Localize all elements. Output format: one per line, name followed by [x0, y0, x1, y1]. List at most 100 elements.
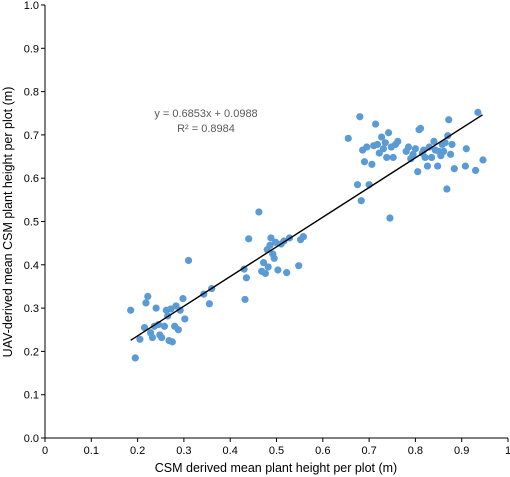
data-point — [148, 333, 157, 342]
data-point — [379, 145, 388, 153]
x-tick-label: 0.4 — [223, 445, 238, 457]
x-tick-label: 0.6 — [315, 445, 330, 457]
y-tick-label: 0.6 — [24, 173, 39, 185]
data-point — [255, 208, 263, 216]
data-point — [373, 140, 382, 149]
x-tick-label: 0 — [42, 445, 48, 457]
data-point — [371, 120, 380, 128]
data-point — [144, 292, 152, 301]
data-point — [383, 153, 391, 162]
y-tick-label: 0.5 — [24, 217, 39, 229]
data-point — [389, 153, 397, 162]
data-point — [152, 304, 160, 312]
x-tick-label: 0.9 — [454, 445, 469, 457]
data-point — [241, 295, 249, 304]
data-point — [479, 156, 487, 164]
data-point — [450, 165, 458, 173]
data-point — [428, 153, 436, 162]
data-point — [462, 145, 470, 153]
data-point — [264, 263, 272, 271]
y-tick-label: 0.7 — [24, 130, 39, 142]
x-tick-label: 0.2 — [130, 445, 145, 457]
y-tick-label: 0.4 — [24, 260, 39, 272]
data-point — [423, 162, 432, 170]
data-point — [240, 265, 248, 273]
data-point — [384, 129, 393, 137]
data-point — [261, 269, 269, 278]
data-point — [271, 238, 280, 246]
x-tick-label: 0.1 — [84, 445, 99, 457]
equation-label: y = 0.6853x + 0.0988 — [154, 108, 257, 120]
data-point — [448, 140, 456, 149]
data-point — [394, 137, 402, 145]
data-point — [378, 133, 386, 141]
data-point — [274, 266, 282, 274]
data-point — [179, 294, 187, 303]
r-squared-label: R² = 0.8984 — [177, 123, 235, 135]
y-tick-label: 0.1 — [24, 390, 39, 402]
data-point — [381, 139, 389, 147]
y-tick-label: 0.0 — [24, 433, 39, 445]
data-point — [356, 113, 364, 121]
data-point — [242, 274, 251, 282]
data-point — [441, 139, 449, 147]
x-tick-label: 0.7 — [361, 445, 376, 457]
data-point — [158, 333, 166, 342]
data-point — [267, 234, 275, 242]
data-point — [245, 235, 253, 243]
y-tick-label: 0.8 — [24, 87, 39, 99]
data-point — [425, 143, 433, 151]
data-point — [353, 181, 362, 189]
data-point — [140, 323, 149, 332]
data-point — [409, 150, 417, 158]
data-point — [131, 354, 139, 362]
data-point — [259, 259, 268, 267]
data-point — [434, 162, 442, 170]
data-point — [421, 153, 429, 162]
data-point — [181, 315, 189, 323]
data-point — [136, 335, 144, 343]
x-tick-label: 1 — [505, 445, 510, 457]
x-tick-label: 0.5 — [269, 445, 284, 457]
trendline — [130, 114, 483, 341]
x-tick-label: 0.8 — [408, 445, 423, 457]
data-point — [266, 241, 274, 249]
y-tick-label: 1.0 — [24, 0, 39, 12]
data-point — [283, 268, 291, 277]
data-point — [474, 108, 482, 116]
y-tick-label: 0.3 — [24, 303, 39, 315]
data-point — [404, 143, 413, 151]
data-point — [445, 116, 453, 124]
data-point — [176, 306, 184, 314]
data-point — [414, 168, 422, 176]
data-point — [443, 185, 451, 193]
x-tick-label: 0.3 — [176, 445, 191, 457]
data-point — [168, 338, 176, 346]
data-point — [368, 160, 376, 168]
x-axis-title: CSM derived mean plant height per plot (… — [155, 461, 397, 475]
plot-area: 0.0 0.1 0.2 0.3 0.4 0.5 0.6 0.7 0.8 0.9 1.0 0 0.1 0.2… — [24, 0, 510, 457]
data-point — [299, 233, 307, 241]
data-point — [127, 306, 135, 314]
data-point — [154, 320, 163, 329]
y-tick-label: 0.9 — [24, 43, 39, 55]
data-point — [357, 197, 365, 205]
data-point — [430, 137, 438, 145]
data-point — [295, 262, 303, 270]
data-point — [461, 162, 470, 170]
data-point — [270, 254, 278, 262]
y-axis-title: UAV-derived mean CSM plant height per pl… — [1, 87, 15, 358]
data-point — [386, 214, 394, 222]
data-point — [416, 124, 425, 133]
data-point — [184, 256, 193, 265]
data-point — [411, 145, 419, 153]
data-point — [205, 300, 213, 308]
data-point — [344, 134, 352, 142]
data-point — [471, 166, 480, 175]
data-point — [360, 158, 369, 166]
data-point — [446, 150, 455, 158]
data-point — [174, 326, 182, 334]
data-point — [363, 143, 371, 151]
data-point — [160, 322, 169, 330]
